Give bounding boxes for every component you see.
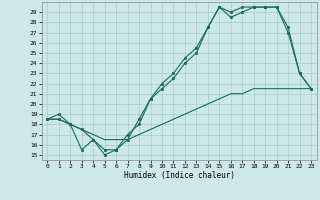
X-axis label: Humidex (Indice chaleur): Humidex (Indice chaleur) [124, 171, 235, 180]
